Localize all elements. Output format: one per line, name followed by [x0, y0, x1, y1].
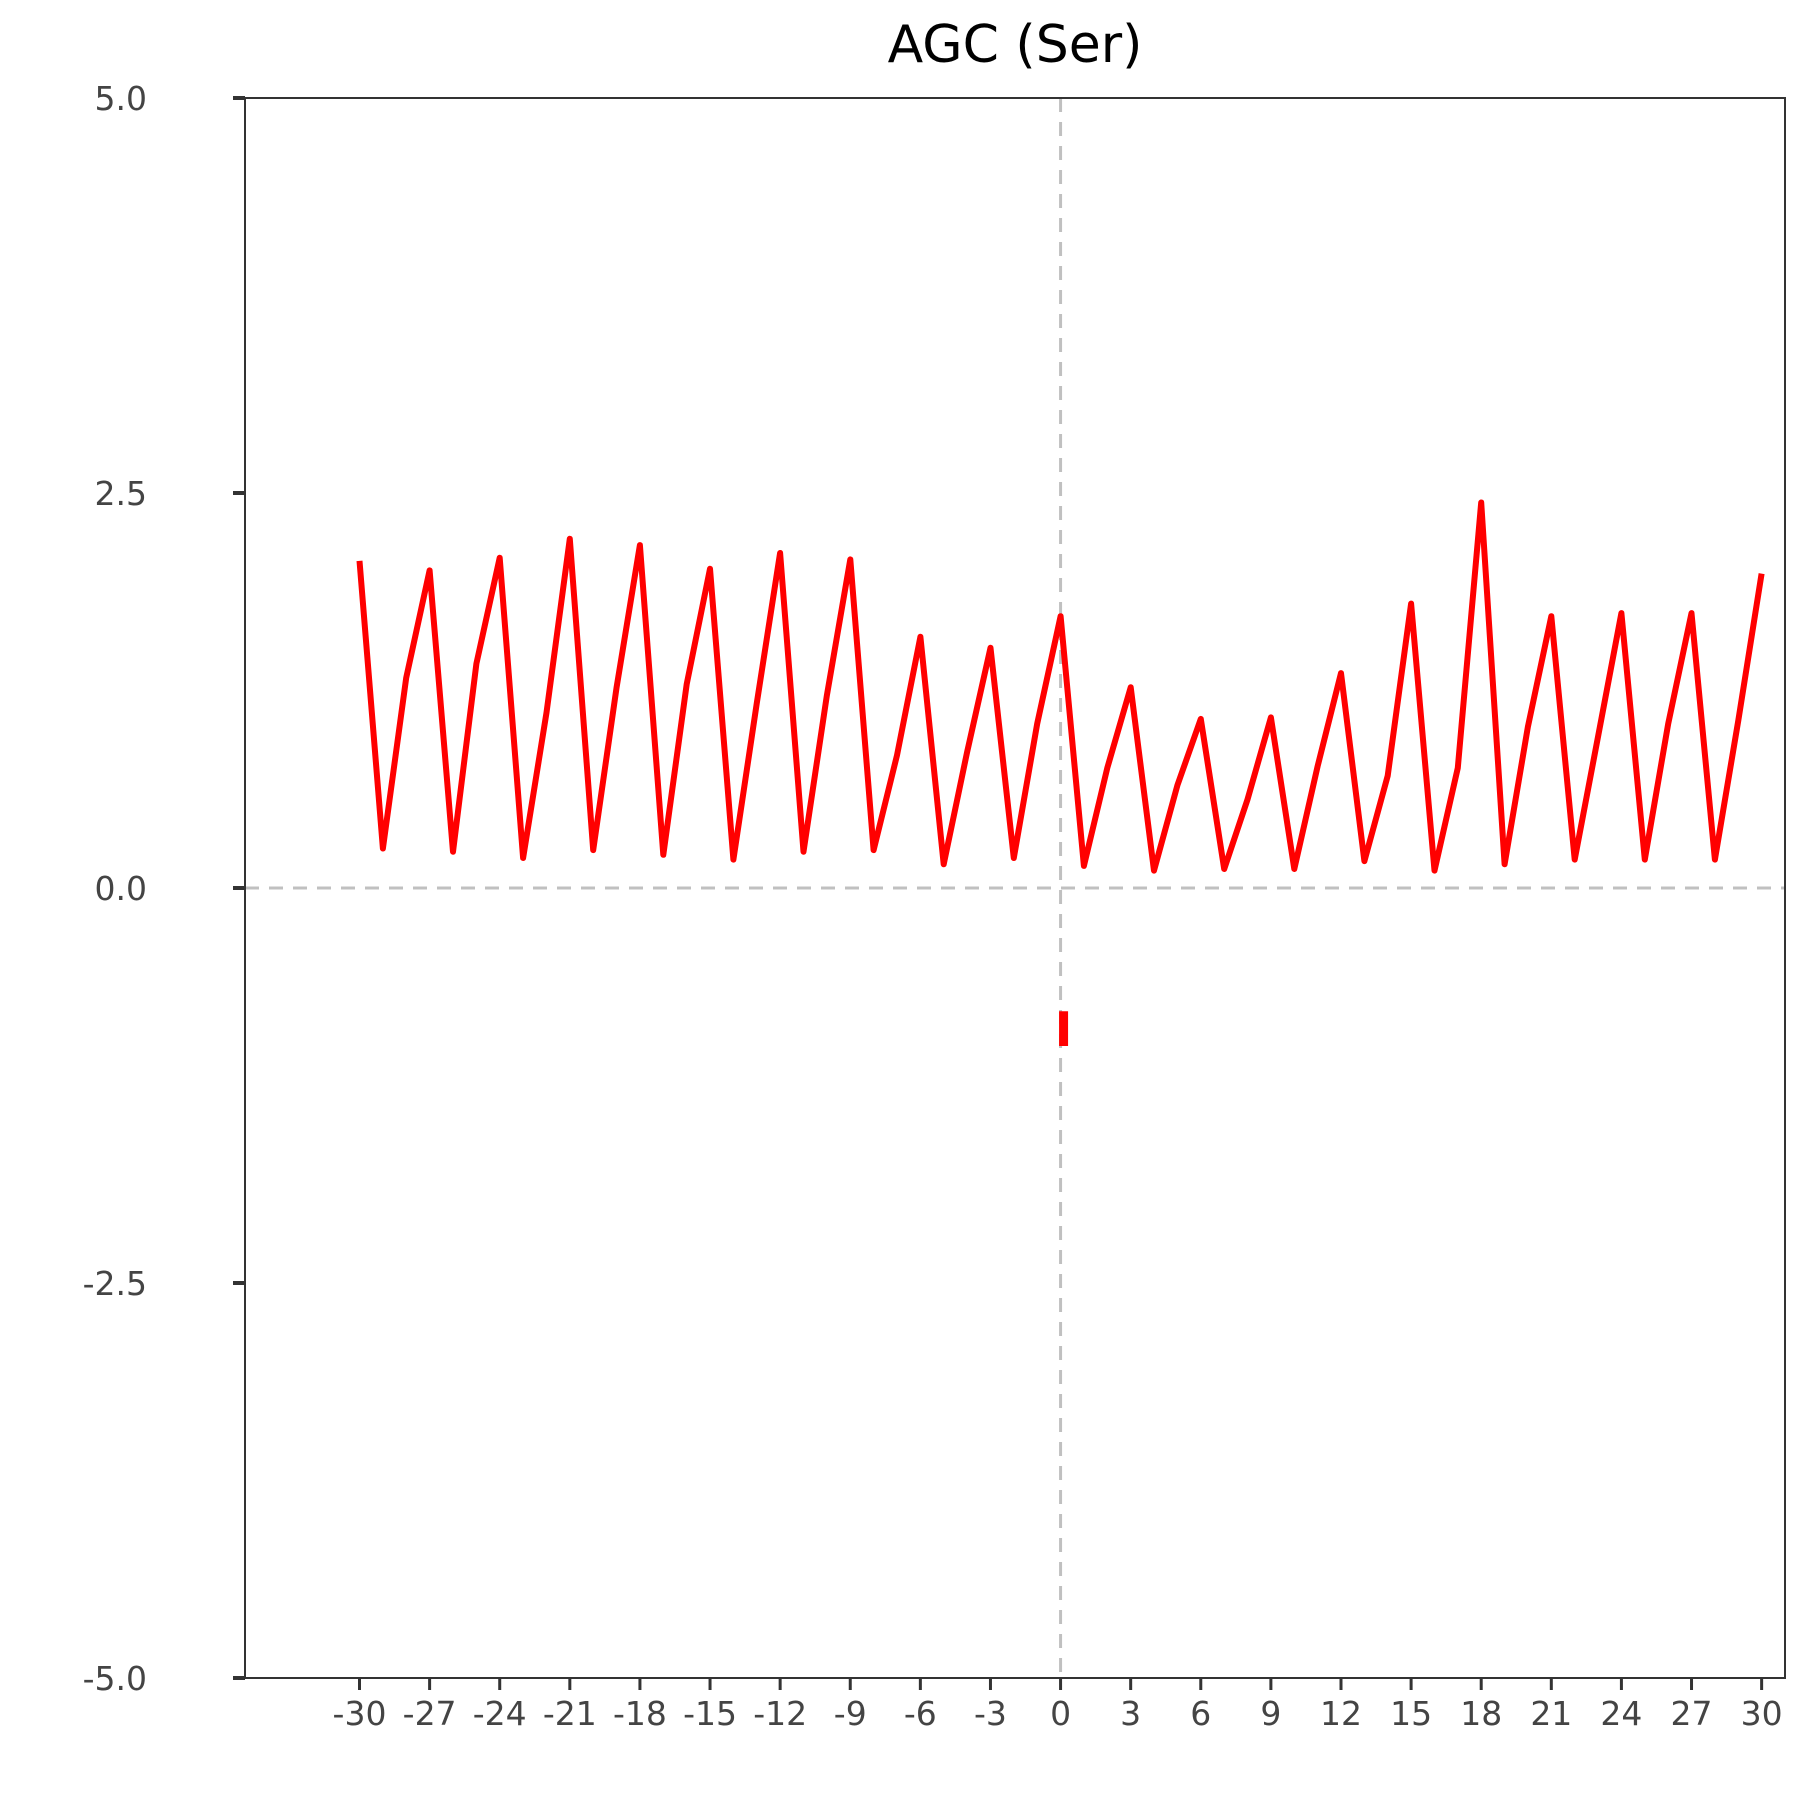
x-tick-label: -9 — [834, 1694, 867, 1733]
x-tick-label: -6 — [904, 1694, 937, 1733]
y-tick-label: 0.0 — [95, 869, 147, 908]
x-tick-label: -12 — [753, 1694, 807, 1733]
x-tick-label: -3 — [974, 1694, 1007, 1733]
x-tick-label: -24 — [473, 1694, 527, 1733]
x-tick-label: -27 — [403, 1694, 457, 1733]
chart-title: AGC (Ser) — [888, 15, 1143, 75]
x-tick-label: 18 — [1460, 1694, 1502, 1733]
plot-frame — [244, 97, 1786, 1679]
x-tick-label: 30 — [1741, 1694, 1783, 1733]
x-tick-label: 9 — [1260, 1694, 1281, 1733]
x-tick-label: 6 — [1190, 1694, 1211, 1733]
x-tick-label: 27 — [1671, 1694, 1713, 1733]
y-tick-label: 2.5 — [95, 474, 147, 513]
x-tick-label: -30 — [333, 1694, 387, 1733]
x-tick-label: 0 — [1050, 1694, 1071, 1733]
x-tick-label: 3 — [1120, 1694, 1141, 1733]
x-tick-label: -21 — [543, 1694, 597, 1733]
x-tick-label: 12 — [1320, 1694, 1362, 1733]
x-tick-label: 15 — [1390, 1694, 1432, 1733]
x-tick-label: -18 — [613, 1694, 667, 1733]
x-tick-label: -15 — [683, 1694, 737, 1733]
x-tick-label: 24 — [1600, 1694, 1642, 1733]
y-tick-label: -2.5 — [83, 1264, 147, 1303]
y-tick-label: 5.0 — [95, 79, 147, 118]
y-tick-label: -5.0 — [83, 1659, 147, 1698]
x-tick-label: 21 — [1530, 1694, 1572, 1733]
